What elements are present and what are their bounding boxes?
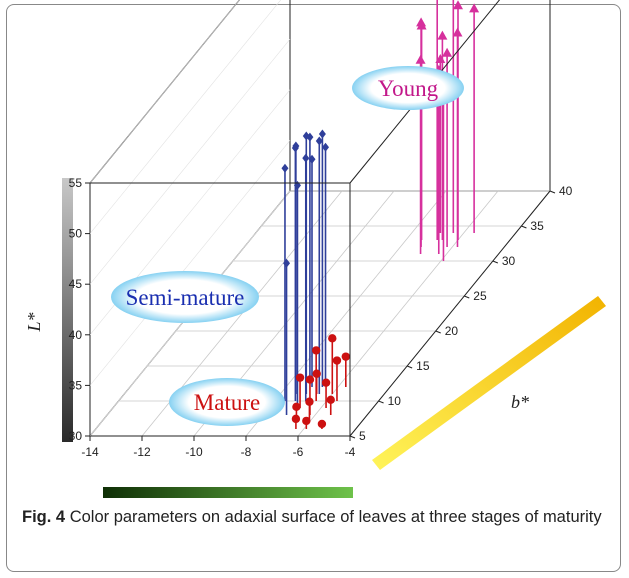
L-color-bar [62,178,73,442]
point-circle [341,352,350,361]
point-diamond [281,163,289,173]
tick-mark-b [435,330,441,334]
figure-caption: Fig. 4 Color parameters on adaxial surfa… [22,505,612,529]
tick-label-a: -6 [293,445,304,459]
tick-label-b: 5 [359,429,366,443]
series-young [415,0,480,261]
group-label-young: Young [352,66,464,110]
tick-label-b: 10 [388,394,402,408]
point-triangle [442,47,453,57]
point-triangle [452,27,463,37]
tick-label-a: -14 [81,445,99,459]
tick-label-b: 35 [530,219,544,233]
point-triangle [453,0,463,10]
group-label-text: Young [378,76,439,101]
tick-label-L: 35 [69,378,83,392]
box-edge [349,190,551,437]
point-diamond [306,132,314,142]
tick-label-L: 55 [69,176,83,190]
group-label-text: Mature [194,390,260,415]
tick-label-b: 20 [445,324,459,338]
point-diamond [318,129,326,139]
grid-line-a [297,190,499,437]
point-circle [317,419,327,429]
tick-label-b: 30 [502,254,516,268]
grid-line-L [89,0,282,234]
point-circle [332,356,342,365]
point-diamond [292,141,300,151]
caption-text: Color parameters on adaxial surface of l… [69,508,602,526]
figure-label: Fig. 4 [22,508,66,526]
box-edge [349,0,501,184]
series-mature [291,334,350,429]
label-ellipse [352,66,464,110]
a-color-bar [103,487,353,498]
tick-mark-b [549,190,556,194]
point-diamond [302,153,310,163]
tick-label-L: 30 [69,429,83,443]
tick-label-b: 15 [416,359,430,373]
tick-label-a: -4 [345,445,356,459]
tick-label-a: -8 [241,445,252,459]
tick-label-L: 45 [69,277,83,291]
point-circle [292,402,301,412]
tick-mark-b [464,295,470,299]
point-circle [305,375,315,384]
point-circle [312,369,321,378]
tick-mark-b [378,400,384,404]
box-front-edges [90,0,551,437]
point-triangle [415,54,426,64]
chart-3d-scatter: -14 -12 -10 -8 -6 -45 10 15 20 25 30 35 40 30 35 40 45 50… [24,0,606,498]
tick-label-L: 40 [69,328,83,342]
point-circle [328,334,337,343]
color-bars [62,178,606,498]
tick-label-a: -10 [185,445,203,459]
grid-line-L [89,140,291,386]
point-circle [295,373,305,382]
group-label-mature: Mature [169,378,285,426]
point-triangle [469,3,480,13]
tick-label-L: 50 [69,227,83,241]
tick-mark-b [349,435,356,439]
axis-labels: L* a* b* [24,312,529,412]
tick-label-b: 25 [473,289,487,303]
point-diamond [315,136,323,146]
point-circle [326,395,335,405]
point-circle [321,378,331,387]
tick-mark-b [406,365,413,369]
point-triangle [416,20,427,30]
point-diamond [283,258,291,268]
group-labels: Young Semi-mature Mature [111,66,464,426]
y-axis-label: b* [511,392,529,412]
tick-label-b: 40 [559,184,573,198]
label-ellipse [169,378,285,426]
z-axis-label: L* [24,312,44,332]
figure-frame [6,4,621,572]
group-label-semi-mature: Semi-mature [111,271,259,323]
b-color-bar [372,296,606,470]
point-circle [302,416,311,426]
grid-line-L [89,0,240,184]
tick-mark-b [521,225,527,229]
grid-line-L [89,39,291,285]
tick-mark-b [492,260,499,264]
point-triangle [435,53,446,63]
point-circle [305,397,314,406]
point-triangle [437,30,448,40]
tick-label-a: -12 [133,445,151,459]
data-series [281,0,480,429]
series-semi-mature [281,129,330,415]
point-circle [311,346,321,355]
axis-ticks: -14 -12 -10 -8 -6 -45 10 15 20 25 30 35 40 30 35 40 45 50… [69,176,573,459]
group-label-text: Semi-mature [126,285,245,310]
box-edge [89,0,241,184]
label-ellipse [111,271,259,323]
point-diamond [322,142,330,152]
